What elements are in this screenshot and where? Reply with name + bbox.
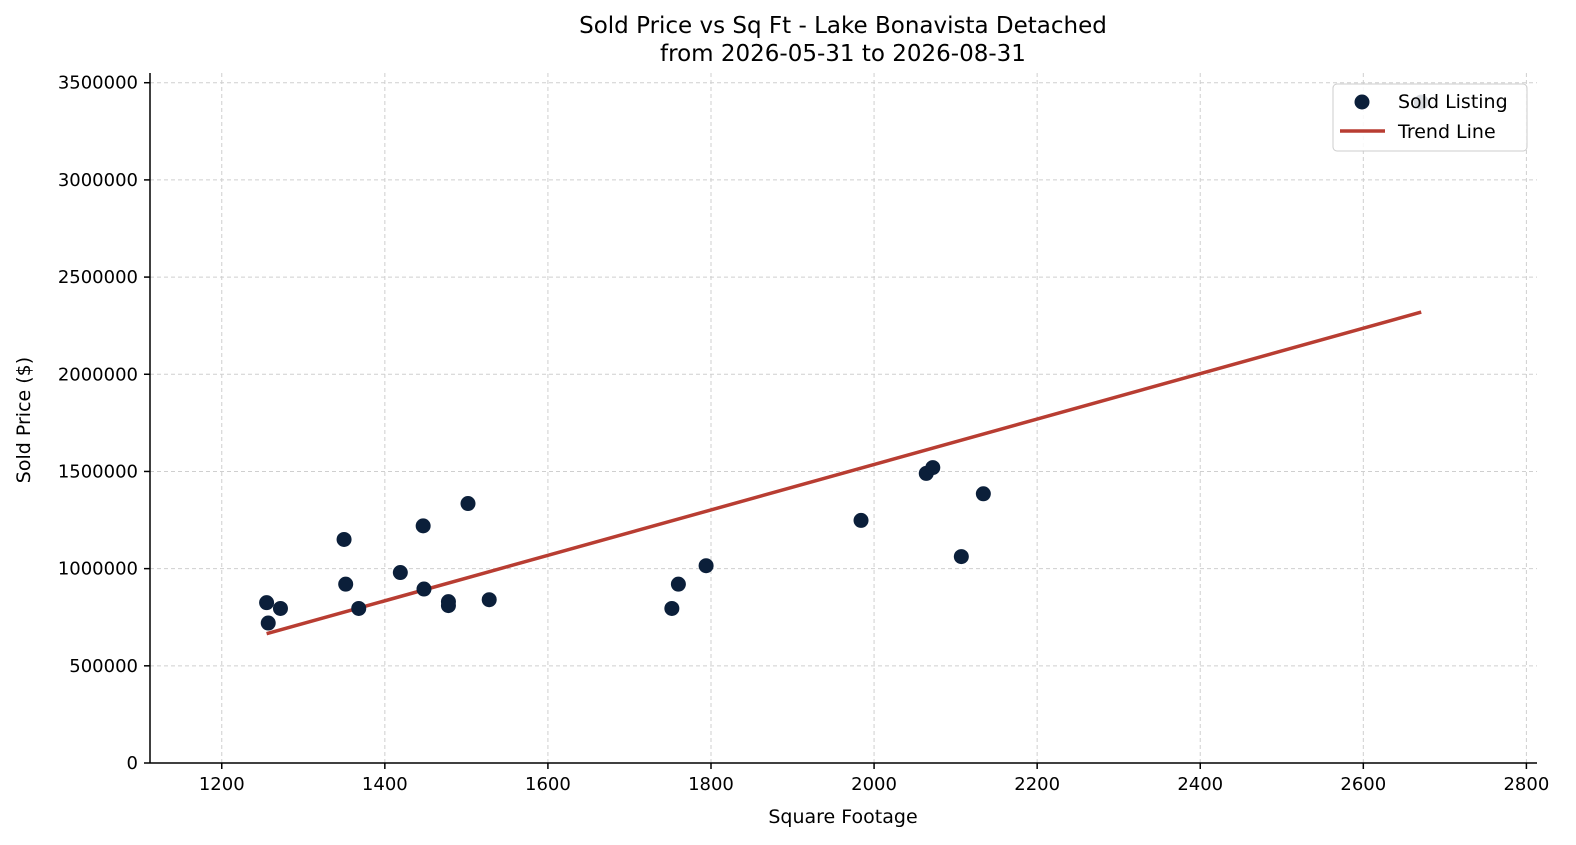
data-point	[460, 496, 476, 512]
x-tick-label: 1800	[688, 774, 734, 795]
legend-marker-sold-listing	[1354, 94, 1370, 110]
legend-box	[1332, 83, 1528, 152]
data-point	[259, 595, 275, 611]
data-point	[415, 518, 431, 534]
x-ticks: 1200 1400 1600 1800 2000 2200 2400 2600 2800	[199, 763, 1549, 795]
data-point	[853, 512, 869, 528]
data-point	[925, 460, 941, 476]
x-tick-label: 1200	[199, 774, 245, 795]
data-point	[272, 600, 288, 616]
data-point	[392, 565, 408, 581]
data-point	[481, 592, 497, 608]
chart-title-line-1: Sold Price vs Sq Ft - Lake Bonavista Det…	[579, 13, 1107, 39]
x-tick-label: 2200	[1014, 774, 1060, 795]
trend-line	[266, 310, 1422, 636]
x-axis-label: Square Footage	[768, 806, 917, 828]
x-tick-label: 2000	[851, 774, 897, 795]
data-point	[416, 581, 432, 597]
data-point	[351, 600, 367, 616]
x-tick-label: 2800	[1503, 774, 1549, 795]
legend-label-trend-line: Trend Line	[1397, 121, 1496, 143]
x-tick-label: 2600	[1340, 774, 1386, 795]
legend: Sold Listing Trend Line	[1332, 83, 1528, 152]
x-tick-label: 1400	[362, 774, 408, 795]
trend-line-series	[266, 310, 1422, 636]
y-tick-label: 2000000	[58, 364, 138, 385]
data-point	[260, 615, 276, 631]
y-tick-label: 500000	[69, 656, 138, 677]
x-tick-label: 1600	[525, 774, 571, 795]
data-point	[670, 576, 686, 592]
y-ticks: 0 500000 1000000 1500000 2000000 2500000 30000…	[58, 73, 150, 774]
y-tick-label: 1500000	[58, 461, 138, 482]
data-point	[336, 531, 352, 547]
x-tick-label: 2400	[1177, 774, 1223, 795]
sold-listing-series	[259, 94, 1429, 631]
y-tick-label: 3500000	[58, 73, 138, 94]
data-point	[440, 598, 456, 614]
y-tick-label: 0	[127, 753, 138, 774]
data-point	[338, 576, 354, 592]
axes	[149, 73, 1537, 764]
y-tick-label: 1000000	[58, 559, 138, 580]
data-point	[953, 549, 969, 565]
grid	[150, 73, 1537, 764]
y-axis-label: Sold Price ($)	[13, 357, 35, 483]
y-tick-label: 2500000	[58, 267, 138, 288]
y-tick-label: 3000000	[58, 170, 138, 191]
data-point	[975, 486, 991, 502]
data-point	[698, 558, 714, 574]
legend-label-sold-listing: Sold Listing	[1398, 91, 1508, 113]
data-point	[664, 600, 680, 616]
chart-title-line-2: from 2026-05-31 to 2026-08-31	[660, 41, 1026, 67]
